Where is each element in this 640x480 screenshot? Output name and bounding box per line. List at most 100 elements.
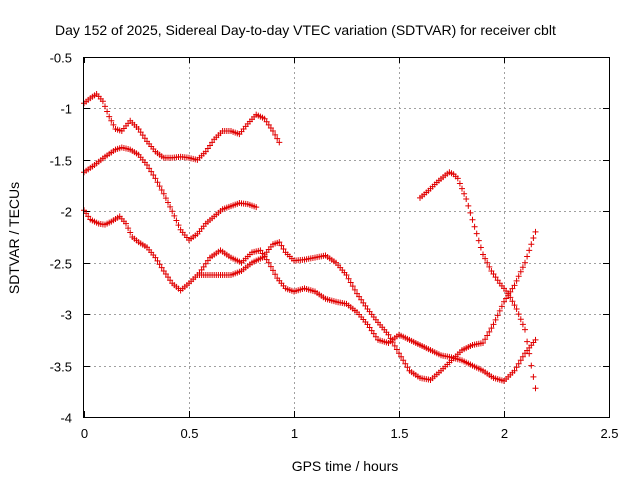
data-point xyxy=(490,271,497,278)
data-point xyxy=(144,162,150,168)
data-point xyxy=(204,257,211,264)
data-point xyxy=(165,199,171,206)
y-tick-label: -1 xyxy=(60,102,72,117)
data-point xyxy=(150,172,157,179)
data-point xyxy=(385,331,392,338)
data-point xyxy=(137,129,144,136)
data-point xyxy=(360,299,367,306)
x-tick-label: 2.5 xyxy=(600,426,618,441)
data-point xyxy=(267,263,274,270)
data-point xyxy=(274,135,281,142)
points-layer xyxy=(81,91,539,392)
data-point xyxy=(167,277,174,284)
y-tick-label: -0.5 xyxy=(50,51,72,66)
data-point xyxy=(364,321,371,328)
data-point xyxy=(494,277,501,284)
x-tick-label: 1.5 xyxy=(390,426,408,441)
data-point xyxy=(345,275,352,282)
data-point xyxy=(515,360,522,367)
data-point xyxy=(280,246,287,252)
data-point xyxy=(263,256,270,263)
data-point xyxy=(265,121,272,128)
data-point xyxy=(169,208,176,215)
data-point xyxy=(509,298,516,305)
data-point xyxy=(526,350,533,357)
x-axis-label: GPS time / hours xyxy=(292,458,399,474)
data-point xyxy=(267,124,274,131)
series-arc-5 xyxy=(417,169,539,392)
data-point xyxy=(387,335,394,342)
data-point xyxy=(276,139,283,146)
grid-layer xyxy=(84,57,609,417)
data-point xyxy=(358,296,365,303)
data-point xyxy=(524,338,531,345)
data-point xyxy=(135,126,142,132)
data-point xyxy=(398,353,405,360)
data-point xyxy=(469,216,476,223)
data-point xyxy=(146,165,153,172)
data-point xyxy=(480,251,486,258)
data-point xyxy=(270,128,276,135)
data-point xyxy=(513,364,520,371)
x-tick-label: 0 xyxy=(81,426,88,441)
data-point xyxy=(517,268,524,275)
data-point xyxy=(158,186,165,193)
data-point xyxy=(404,364,411,371)
data-point xyxy=(272,271,279,278)
data-point xyxy=(482,336,489,343)
data-point xyxy=(261,115,268,122)
data-point xyxy=(349,283,356,290)
y-tick-label: -3 xyxy=(60,308,72,323)
data-point xyxy=(141,135,148,142)
y-tick-label: -2 xyxy=(60,205,72,220)
data-point xyxy=(459,185,465,192)
series-arc-4 xyxy=(196,228,539,383)
y-tick-label: -3.5 xyxy=(50,360,72,375)
data-point xyxy=(85,213,92,220)
data-point xyxy=(515,273,522,280)
data-point xyxy=(517,316,524,323)
data-point xyxy=(530,373,537,380)
data-point xyxy=(463,195,470,202)
data-point xyxy=(515,311,522,318)
data-point xyxy=(362,302,369,309)
data-point xyxy=(152,175,159,182)
data-point xyxy=(519,264,526,271)
data-point xyxy=(522,326,528,333)
y-tick-label: -2.5 xyxy=(50,257,72,272)
data-point xyxy=(198,266,205,273)
data-point xyxy=(526,247,533,254)
data-point xyxy=(125,225,132,232)
data-point xyxy=(513,306,520,312)
chart-title: Day 152 of 2025, Sidereal Day-to-day VTE… xyxy=(55,22,556,38)
series-arc-1 xyxy=(81,91,283,163)
data-point xyxy=(278,242,285,249)
data-point xyxy=(207,142,213,149)
data-point xyxy=(396,350,402,357)
data-point xyxy=(127,229,134,236)
data-point xyxy=(356,293,363,300)
data-point xyxy=(480,339,486,346)
data-point xyxy=(496,307,503,314)
data-point xyxy=(148,168,155,175)
data-point xyxy=(202,148,209,155)
data-point xyxy=(461,190,468,197)
data-point xyxy=(524,253,531,260)
data-point xyxy=(351,286,358,293)
data-point xyxy=(276,239,283,246)
data-point xyxy=(173,217,180,224)
data-point xyxy=(507,294,514,301)
data-point xyxy=(486,328,493,335)
plot-frame xyxy=(83,57,610,418)
data-point xyxy=(270,267,276,274)
data-point xyxy=(372,333,379,340)
data-point xyxy=(400,357,407,364)
data-point xyxy=(503,295,510,302)
data-point xyxy=(202,260,209,267)
data-point xyxy=(511,282,518,289)
data-point xyxy=(156,183,163,190)
data-point xyxy=(154,179,161,186)
data-point xyxy=(110,121,117,128)
data-point xyxy=(152,254,159,261)
x-tick-label: 0.5 xyxy=(180,426,198,441)
